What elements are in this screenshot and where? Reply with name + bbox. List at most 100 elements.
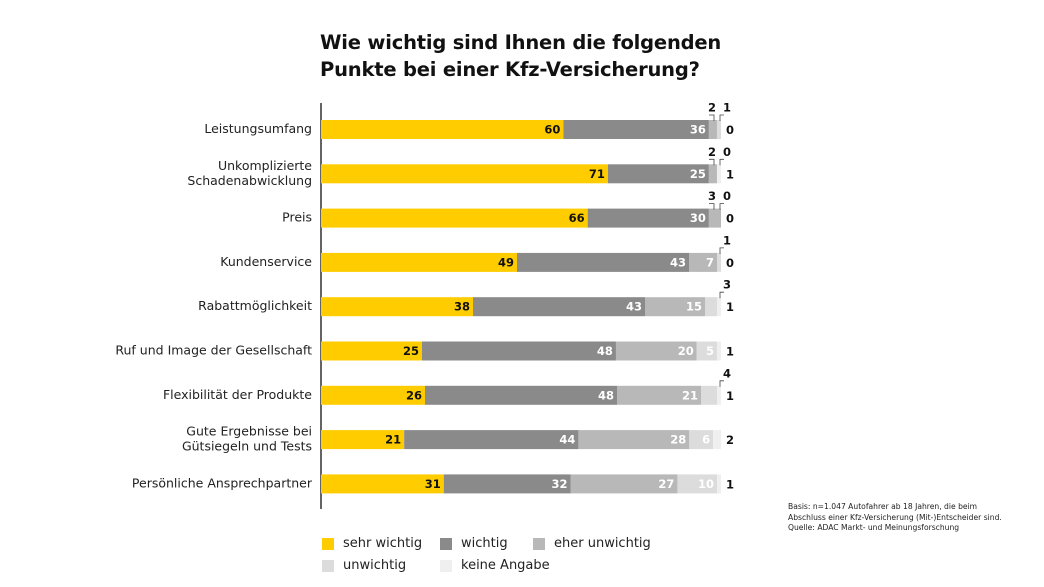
- value-label-unwichtig-9: 10: [698, 477, 714, 491]
- value-label-unwichtig-6: 5: [706, 344, 714, 358]
- value-label-wichtig-6: 48: [597, 344, 613, 358]
- callout-line-eher-unwichtig-1: [709, 114, 715, 121]
- value-label-eher-unwichtig-4: 7: [706, 255, 714, 269]
- category-label-2-line-2: Schadenabwicklung: [187, 173, 312, 188]
- category-label-5: Rabattmöglichkeit: [198, 298, 312, 313]
- bar-sehr-wichtig-6: [321, 341, 423, 361]
- bar-unwichtig-7: [701, 385, 717, 405]
- callout-line-unwichtig-4: [719, 247, 724, 254]
- legend-swatch-eher-unwichtig: [533, 537, 545, 550]
- callout-line-unwichtig-3: [719, 203, 724, 210]
- callout-label-unwichtig-1: 1: [723, 101, 731, 115]
- bar-unwichtig-9: [677, 474, 718, 494]
- callout-label-unwichtig-5: 3: [723, 278, 731, 292]
- callout-line-unwichtig-2: [719, 158, 724, 166]
- bar-keine-angabe-6: [716, 341, 721, 361]
- value-label-keine-angabe-outside-2: 1: [726, 167, 734, 181]
- source-note-line-3: Quelle: ADAC Markt- und Meinungsforschun…: [788, 523, 960, 532]
- bar-unwichtig-6: [696, 341, 717, 361]
- value-label-sehr-wichtig-3: 66: [569, 211, 585, 225]
- callout-line-eher-unwichtig-3: [709, 203, 715, 210]
- bar-wichtig-3: [587, 208, 709, 228]
- legend-item-eher-unwichtig: eher unwichtig: [533, 536, 651, 551]
- value-label-eher-unwichtig-7: 21: [682, 388, 698, 402]
- bar-eher-unwichtig-8: [578, 430, 690, 450]
- legend-item-sehr-wichtig: sehr wichtig: [322, 536, 422, 551]
- value-label-unwichtig-8: 6: [702, 433, 710, 447]
- bar-sehr-wichtig-2: [321, 164, 608, 184]
- value-label-wichtig-3: 30: [690, 211, 706, 225]
- value-label-keine-angabe-outside-5: 1: [726, 300, 734, 314]
- bar-sehr-wichtig-1: [321, 120, 564, 139]
- bar-unwichtig-1: [716, 120, 721, 139]
- value-label-sehr-wichtig-4: 49: [498, 255, 514, 269]
- category-label-7: Flexibilität der Produkte: [163, 387, 312, 402]
- legend-label-sehr-wichtig: sehr wichtig: [343, 536, 423, 551]
- legend-swatch-unwichtig: [322, 559, 334, 572]
- source-note: Basis: n=1.047 Autofahrer ab 18 Jahren, …: [788, 502, 1038, 534]
- value-label-eher-unwichtig-5: 15: [686, 300, 702, 314]
- bar-wichtig-6: [422, 341, 616, 361]
- legend-label-unwichtig: unwichtig: [343, 558, 407, 573]
- chart-title: Wie wichtig sind Ihnen die folgenden Pun…: [320, 29, 880, 83]
- bar-wichtig-8: [404, 430, 579, 450]
- value-label-keine-angabe-outside-7: 1: [726, 389, 734, 403]
- value-label-keine-angabe-outside-8: 2: [726, 433, 734, 447]
- callout-label-unwichtig-2: 0: [723, 145, 731, 159]
- bar-eher-unwichtig-1: [708, 120, 717, 139]
- chart-title-line-1: Wie wichtig sind Ihnen die folgenden: [320, 31, 722, 54]
- value-label-wichtig-9: 32: [551, 477, 567, 491]
- bar-wichtig-4: [517, 252, 689, 272]
- value-label-sehr-wichtig-5: 38: [454, 300, 470, 314]
- bar-wichtig-5: [473, 297, 645, 317]
- value-label-eher-unwichtig-9: 27: [658, 477, 674, 491]
- value-label-wichtig-4: 43: [670, 255, 686, 269]
- category-label-9: Persönliche Ansprechpartner: [132, 475, 313, 490]
- callout-label-unwichtig-7: 4: [723, 366, 731, 380]
- bar-sehr-wichtig-7: [321, 385, 425, 405]
- bar-keine-angabe-7: [717, 385, 721, 405]
- value-label-sehr-wichtig-8: 21: [385, 433, 401, 447]
- legend-swatch-sehr-wichtig: [322, 537, 334, 550]
- callout-label-unwichtig-3: 0: [723, 189, 731, 203]
- bar-sehr-wichtig-4: [321, 252, 517, 272]
- bar-unwichtig-4: [717, 252, 721, 272]
- bar-eher-unwichtig-4: [689, 252, 717, 272]
- category-label-6: Ruf und Image der Gesellschaft: [115, 343, 312, 358]
- value-label-wichtig-1: 36: [690, 123, 706, 137]
- chart-title-line-2: Punkte bei einer Kfz-Versicherung?: [320, 58, 700, 81]
- value-label-wichtig-7: 48: [598, 388, 614, 402]
- legend-item-keine-angabe: keine Angabe: [440, 558, 550, 573]
- value-label-keine-angabe-outside-4: 0: [726, 256, 734, 270]
- bar-sehr-wichtig-8: [321, 430, 405, 450]
- bar-eher-unwichtig-9: [570, 474, 678, 494]
- value-label-sehr-wichtig-7: 26: [406, 388, 422, 402]
- category-label-1: Leistungsumfang: [204, 121, 312, 136]
- callout-label-eher-unwichtig-3: 3: [708, 189, 716, 203]
- legend-label-keine-angabe: keine Angabe: [461, 558, 550, 573]
- callout-label-eher-unwichtig-2: 2: [708, 145, 716, 159]
- value-label-wichtig-2: 25: [690, 167, 706, 181]
- bar-keine-angabe-2: [716, 164, 721, 184]
- bar-wichtig-1: [563, 120, 709, 139]
- bar-eher-unwichtig-5: [645, 297, 705, 317]
- bar-keine-angabe-8: [713, 430, 721, 450]
- legend-label-eher-unwichtig: eher unwichtig: [554, 536, 651, 551]
- value-label-keine-angabe-outside-9: 1: [726, 477, 734, 491]
- bar-eher-unwichtig-2: [708, 164, 717, 184]
- bar-unwichtig-8: [689, 430, 714, 450]
- category-label-3: Preis: [282, 210, 312, 225]
- value-label-keine-angabe-outside-1: 0: [726, 123, 734, 137]
- legend-label-wichtig: wichtig: [461, 536, 508, 551]
- legend-item-wichtig: wichtig: [440, 536, 508, 551]
- value-label-keine-angabe-outside-3: 0: [726, 212, 734, 226]
- value-label-sehr-wichtig-6: 25: [403, 344, 419, 358]
- bar-sehr-wichtig-9: [321, 474, 444, 494]
- bar-sehr-wichtig-3: [321, 208, 588, 228]
- legend-swatch-wichtig: [440, 537, 452, 550]
- value-label-eher-unwichtig-8: 28: [670, 433, 686, 447]
- bar-eher-unwichtig-3: [708, 208, 721, 228]
- value-label-wichtig-5: 43: [626, 300, 642, 314]
- callout-label-eher-unwichtig-1: 2: [708, 101, 716, 115]
